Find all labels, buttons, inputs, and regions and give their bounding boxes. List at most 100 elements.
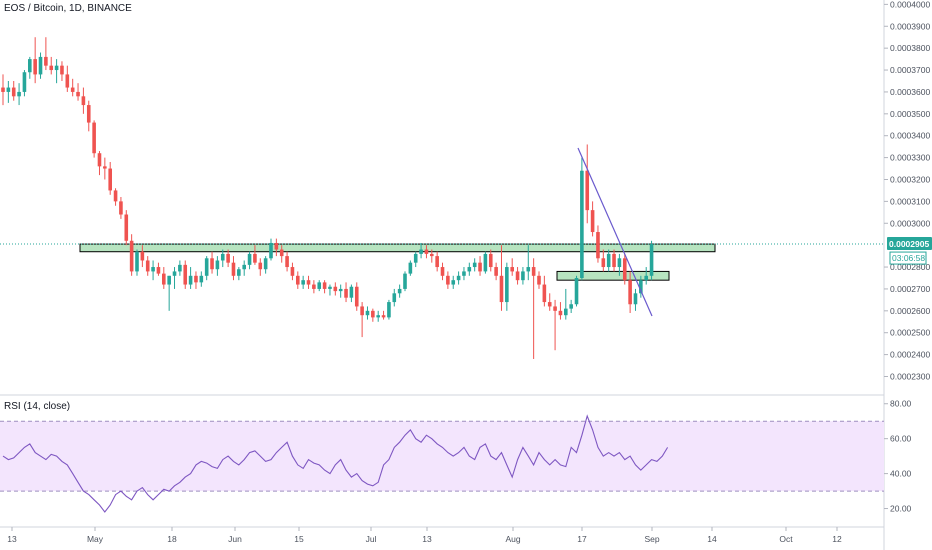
last-price-badge: 0.0002905 03:06:58 bbox=[887, 237, 932, 265]
candle-body bbox=[387, 302, 391, 318]
time-tick-label: 18 bbox=[167, 534, 177, 544]
candle-body bbox=[488, 253, 493, 268]
price-axis[interactable]: 0.0004000 0.0003900 0.0003800 0.0003700 0.00… bbox=[884, 0, 930, 381]
candle-body bbox=[215, 260, 220, 270]
candle-body bbox=[194, 275, 198, 283]
time-tick-label: Oct bbox=[779, 534, 793, 544]
candle-body bbox=[220, 253, 225, 261]
candle-body bbox=[569, 304, 573, 309]
price-tick-label: 0.0002600 bbox=[890, 306, 930, 316]
time-tick-label: Sep bbox=[644, 534, 659, 544]
candle-body bbox=[17, 91, 21, 97]
candle-body bbox=[258, 262, 263, 270]
candle-body bbox=[639, 280, 643, 294]
candle-body bbox=[430, 253, 434, 257]
candle-body bbox=[296, 275, 300, 285]
rsi-axis[interactable]: 80.00 60.00 40.00 20.00 bbox=[884, 399, 912, 514]
candle-body bbox=[129, 240, 134, 272]
time-tick-label: Jul bbox=[366, 534, 377, 544]
candle-body bbox=[22, 72, 27, 92]
candle-body bbox=[585, 170, 590, 211]
candle-body bbox=[49, 65, 54, 71]
time-tick-label: 17 bbox=[577, 534, 587, 544]
candle-body bbox=[483, 253, 488, 272]
candle-body bbox=[269, 242, 273, 259]
candle-body bbox=[558, 310, 563, 316]
support-zone-rectangle[interactable] bbox=[556, 270, 670, 281]
candle-body bbox=[140, 251, 145, 261]
time-tick-label: May bbox=[87, 534, 104, 544]
price-tick-label: 0.0002700 bbox=[890, 284, 930, 294]
candle-body bbox=[253, 253, 257, 263]
candle-body bbox=[322, 282, 327, 289]
candle-body bbox=[456, 275, 461, 281]
candle-body bbox=[290, 267, 295, 276]
candle-body bbox=[145, 260, 150, 272]
candle-body bbox=[596, 232, 600, 259]
price-tick-label: 0.0002800 bbox=[890, 262, 930, 272]
candle-body bbox=[33, 59, 37, 75]
candle-body bbox=[392, 293, 397, 303]
candle-body bbox=[263, 258, 268, 270]
candle-body bbox=[408, 262, 413, 274]
candle-body bbox=[467, 267, 472, 272]
price-tick-label: 0.0003000 bbox=[890, 218, 930, 228]
candle-body bbox=[247, 253, 252, 265]
candle-body bbox=[97, 153, 102, 167]
support-zone-rectangle[interactable] bbox=[79, 243, 716, 253]
candle-body bbox=[76, 91, 80, 97]
candle-body bbox=[231, 262, 236, 276]
candle-body bbox=[151, 267, 155, 272]
last-price-badge-bg bbox=[887, 237, 932, 251]
rsi-band-background bbox=[0, 421, 884, 492]
price-tick-label: 0.0003200 bbox=[890, 174, 930, 184]
candle-body bbox=[547, 302, 552, 307]
candle-body bbox=[65, 74, 70, 88]
candle-body bbox=[28, 59, 32, 73]
candle-body bbox=[365, 310, 370, 316]
rsi-line bbox=[2, 414, 669, 513]
candle-body bbox=[644, 275, 648, 281]
time-tick-label: 12 bbox=[832, 534, 842, 544]
price-tick-label: 0.0004000 bbox=[890, 0, 930, 9]
candle-body bbox=[354, 286, 359, 307]
candle-body bbox=[103, 166, 107, 169]
price-tick-label: 0.0003500 bbox=[890, 109, 930, 119]
candle-body bbox=[178, 264, 182, 272]
countdown-badge-bg bbox=[889, 251, 927, 265]
candle-body bbox=[1, 87, 5, 92]
countdown-label: 03:06:58 bbox=[892, 253, 925, 263]
candle-body bbox=[649, 244, 654, 276]
candle-body bbox=[510, 267, 514, 272]
time-tick-label: 13 bbox=[7, 534, 17, 544]
candle-body bbox=[574, 277, 579, 305]
candle-body bbox=[333, 286, 338, 292]
candle-body bbox=[472, 262, 477, 268]
candle-body bbox=[44, 56, 48, 66]
candle-body bbox=[119, 201, 123, 215]
candle-body bbox=[505, 267, 509, 303]
candle-body bbox=[11, 87, 16, 97]
candle-body bbox=[135, 251, 139, 272]
candle-body bbox=[38, 56, 43, 75]
trend-line[interactable] bbox=[577, 147, 653, 317]
candle-body bbox=[301, 280, 305, 285]
candle-body bbox=[381, 315, 386, 318]
candle-body bbox=[440, 267, 445, 276]
candle-body bbox=[515, 271, 520, 281]
candle-body bbox=[210, 258, 214, 270]
candle-body bbox=[156, 267, 161, 274]
candle-body bbox=[521, 271, 525, 281]
candle-body bbox=[183, 264, 188, 285]
candle-body bbox=[338, 288, 343, 292]
time-tick-label: 15 bbox=[294, 534, 304, 544]
candle-body bbox=[446, 275, 450, 285]
price-tick-label: 0.0002400 bbox=[890, 350, 930, 360]
candle-body bbox=[553, 306, 557, 311]
price-tick-label: 0.0003900 bbox=[890, 21, 930, 31]
time-axis[interactable]: 13 May 18 Jun 15 Jul 13 Aug 17 Sep 14 Oct 12 bbox=[7, 527, 842, 544]
candle-body bbox=[478, 262, 482, 272]
price-tick-label: 0.0003800 bbox=[890, 43, 930, 53]
candle-body bbox=[6, 87, 11, 92]
